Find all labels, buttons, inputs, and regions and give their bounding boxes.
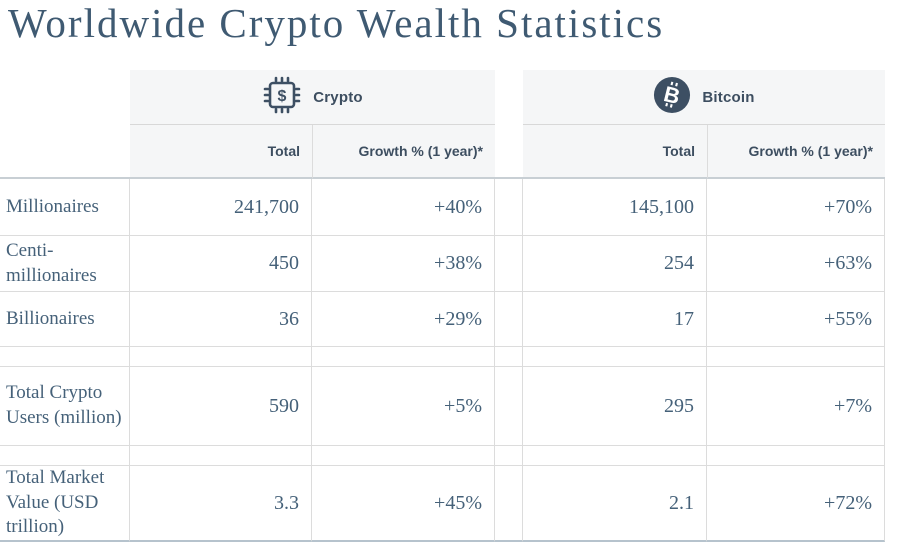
cell-bitcoin-growth: +7% <box>707 367 885 447</box>
spacer-row <box>707 446 885 467</box>
row-label: Total Crypto Users (million) <box>0 367 130 447</box>
group-gap <box>495 70 523 126</box>
cell-crypto-growth: +45% <box>312 466 495 543</box>
corner-spacer <box>0 70 130 126</box>
column-group-crypto: $ Crypto <box>130 70 495 126</box>
header-crypto-growth: Growth % (1 year)* <box>312 125 495 180</box>
spacer-row <box>312 446 495 467</box>
group-gap <box>495 125 523 180</box>
group-gap <box>495 179 523 237</box>
corner-spacer <box>0 125 130 180</box>
cell-crypto-total: 3.3 <box>130 466 312 543</box>
cell-crypto-growth: +40% <box>312 179 495 237</box>
cell-crypto-growth: +5% <box>312 367 495 447</box>
cell-crypto-growth: +38% <box>312 236 495 293</box>
row-label: Millionaires <box>0 179 130 237</box>
spacer-row <box>523 347 707 368</box>
crypto-chip-icon: $ <box>262 75 302 120</box>
spacer-row <box>495 347 523 368</box>
spacer-row <box>707 347 885 368</box>
spacer-row <box>130 446 312 467</box>
header-crypto-total: Total <box>130 125 312 180</box>
row-label: Centi-millionaires <box>0 236 130 293</box>
cell-bitcoin-growth: +70% <box>707 179 885 237</box>
header-bitcoin-total: Total <box>523 125 707 180</box>
spacer-row <box>0 446 130 467</box>
cell-crypto-total: 241,700 <box>130 179 312 237</box>
header-bitcoin-growth: Growth % (1 year)* <box>707 125 885 180</box>
group-label-crypto: Crypto <box>313 88 363 106</box>
spacer-row <box>0 347 130 368</box>
svg-text:B: B <box>662 81 683 109</box>
cell-crypto-growth: +29% <box>312 292 495 348</box>
crypto-wealth-table: $ Crypto B <box>0 70 885 543</box>
svg-text:$: $ <box>278 88 287 105</box>
cell-bitcoin-growth: +72% <box>707 466 885 543</box>
column-group-bitcoin: B Bitcoin <box>523 70 885 126</box>
cell-bitcoin-growth: +63% <box>707 236 885 293</box>
cell-crypto-total: 450 <box>130 236 312 293</box>
bitcoin-icon: B <box>653 76 691 119</box>
group-gap <box>495 236 523 293</box>
group-gap <box>495 367 523 447</box>
cell-bitcoin-total: 254 <box>523 236 707 293</box>
group-gap <box>495 292 523 348</box>
spacer-row <box>312 347 495 368</box>
row-label: Billionaires <box>0 292 130 348</box>
cell-bitcoin-total: 295 <box>523 367 707 447</box>
cell-bitcoin-total: 17 <box>523 292 707 348</box>
page-title: Worldwide Crypto Wealth Statistics <box>8 0 665 46</box>
cell-bitcoin-growth: +55% <box>707 292 885 348</box>
group-gap <box>495 466 523 543</box>
cell-bitcoin-total: 145,100 <box>523 179 707 237</box>
row-label: Total Market Value (USD trillion) <box>0 466 130 543</box>
spacer-row <box>495 446 523 467</box>
cell-crypto-total: 36 <box>130 292 312 348</box>
spacer-row <box>523 446 707 467</box>
spacer-row <box>130 347 312 368</box>
cell-bitcoin-total: 2.1 <box>523 466 707 543</box>
cell-crypto-total: 590 <box>130 367 312 447</box>
group-label-bitcoin: Bitcoin <box>702 88 755 106</box>
